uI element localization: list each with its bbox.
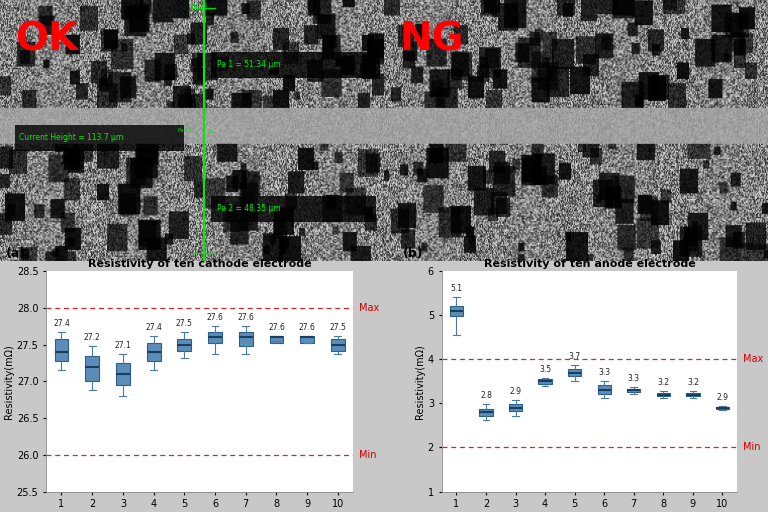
Text: OK: OK <box>15 21 78 59</box>
Text: (a): (a) <box>6 247 26 260</box>
Text: 27.6: 27.6 <box>268 323 285 332</box>
Text: Pa 1 = 51.34 μm: Pa 1 = 51.34 μm <box>217 60 280 69</box>
Text: 3.3: 3.3 <box>627 374 640 383</box>
Text: (b): (b) <box>403 247 424 260</box>
Text: 27.5: 27.5 <box>329 323 346 332</box>
PathPatch shape <box>509 404 522 411</box>
PathPatch shape <box>147 343 161 361</box>
Text: Pa 2 = 48.35 μm: Pa 2 = 48.35 μm <box>217 204 280 213</box>
Text: 2.9: 2.9 <box>509 387 521 396</box>
Text: 3.7: 3.7 <box>568 352 581 361</box>
Text: 27.6: 27.6 <box>299 323 316 332</box>
Text: 27.2: 27.2 <box>84 333 101 342</box>
Text: Min: Min <box>743 442 760 453</box>
PathPatch shape <box>538 379 551 383</box>
Text: 3.5: 3.5 <box>539 365 551 374</box>
Text: 27.6: 27.6 <box>207 313 223 323</box>
Text: 3.3: 3.3 <box>598 368 611 377</box>
Y-axis label: Resistivity(mΩ): Resistivity(mΩ) <box>415 344 425 419</box>
Text: 2.8: 2.8 <box>480 391 492 400</box>
PathPatch shape <box>55 339 68 361</box>
Text: 3.2: 3.2 <box>687 378 699 387</box>
PathPatch shape <box>716 407 729 409</box>
PathPatch shape <box>208 332 222 343</box>
Bar <box>15 125 184 152</box>
Y-axis label: Resistivity(mΩ): Resistivity(mΩ) <box>4 344 14 419</box>
Text: Min: Min <box>359 450 376 460</box>
Text: Pa R1: Pa R1 <box>192 3 207 8</box>
PathPatch shape <box>687 393 700 396</box>
PathPatch shape <box>116 363 130 385</box>
Text: Pa R2: Pa R2 <box>177 128 191 133</box>
Text: 3.2: 3.2 <box>657 378 670 387</box>
PathPatch shape <box>479 409 492 416</box>
Bar <box>211 52 376 78</box>
PathPatch shape <box>568 369 581 376</box>
PathPatch shape <box>270 336 283 343</box>
PathPatch shape <box>300 336 314 343</box>
PathPatch shape <box>657 393 670 396</box>
Text: 5.1: 5.1 <box>450 284 462 293</box>
Text: 27.5: 27.5 <box>176 318 193 328</box>
Text: Max: Max <box>743 354 763 365</box>
Text: x: x <box>209 127 214 134</box>
PathPatch shape <box>450 306 463 316</box>
PathPatch shape <box>239 332 253 346</box>
Text: 27.6: 27.6 <box>237 313 254 323</box>
Text: Current Height = 113.7 μm: Current Height = 113.7 μm <box>19 133 124 142</box>
Title: Resistivity of ten anode electrode: Resistivity of ten anode electrode <box>484 259 695 269</box>
PathPatch shape <box>85 356 99 381</box>
PathPatch shape <box>331 339 345 351</box>
PathPatch shape <box>177 339 191 351</box>
Bar <box>211 196 376 222</box>
Text: 2.9: 2.9 <box>717 393 729 402</box>
Text: 27.4: 27.4 <box>145 323 162 332</box>
Text: 27.4: 27.4 <box>53 318 70 328</box>
Text: 27.1: 27.1 <box>114 340 131 350</box>
PathPatch shape <box>627 389 641 392</box>
Text: NG: NG <box>399 21 464 59</box>
PathPatch shape <box>598 385 611 394</box>
Title: Resistivity of ten cathode electrode: Resistivity of ten cathode electrode <box>88 259 312 269</box>
Text: Max: Max <box>359 303 379 313</box>
